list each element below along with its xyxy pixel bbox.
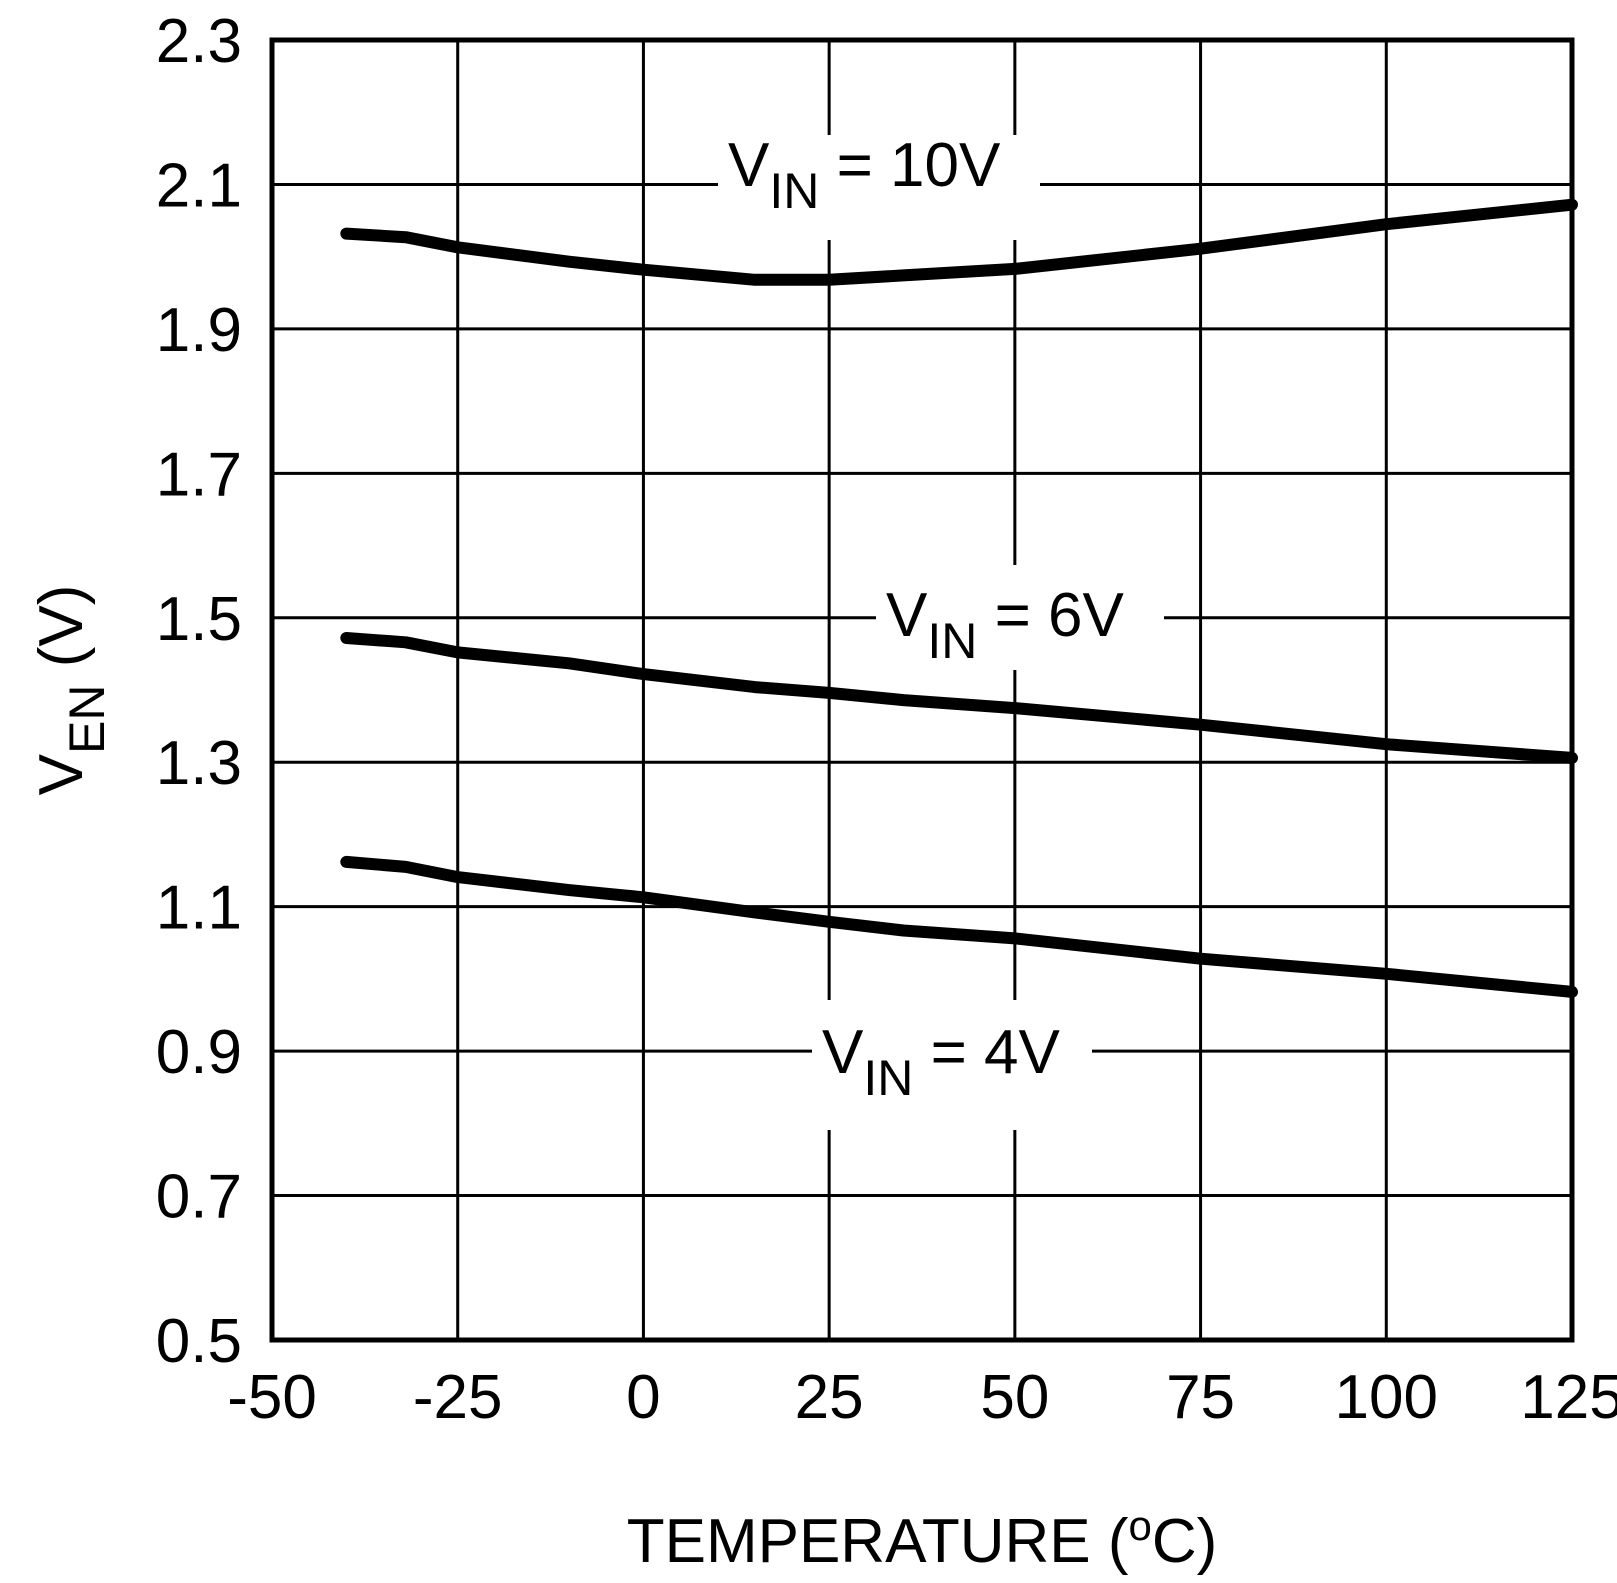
x-tick-label: 50 bbox=[980, 1363, 1049, 1432]
series-label-sub: IN bbox=[769, 163, 819, 219]
y-tick-label: 0.7 bbox=[156, 1163, 242, 1232]
y-tick-label: 0.9 bbox=[156, 1018, 242, 1087]
series-label-vin-10v: VIN = 10V bbox=[718, 131, 1040, 240]
x-tick-label: 75 bbox=[1166, 1363, 1235, 1432]
y-axis-title-unit: (V) bbox=[27, 585, 96, 685]
series-line-0 bbox=[340, 198, 1578, 286]
y-axis-title: VEN (V) bbox=[27, 585, 115, 796]
y-tick-label: 0.5 bbox=[156, 1307, 242, 1376]
y-tick-label: 1.5 bbox=[156, 585, 242, 654]
x-tick-label: -25 bbox=[413, 1363, 503, 1432]
plot-frame bbox=[269, 37, 1575, 1343]
y-tick-labels: 0.5 0.7 0.9 1.1 1.3 1.5 1.7 1.9 2.1 2.3 bbox=[156, 7, 242, 1376]
series-label-sub: IN bbox=[863, 1050, 913, 1106]
svg-text:VIN = 4V: VIN = 4V bbox=[822, 1018, 1060, 1106]
series-line-2 bbox=[340, 855, 1578, 998]
x-tick-label: 0 bbox=[626, 1363, 660, 1432]
y-axis-title-main: V bbox=[27, 753, 96, 795]
x-axis-title-sup: o bbox=[1128, 1502, 1151, 1549]
y-axis-title-sub: EN bbox=[59, 685, 115, 754]
series-line-1 bbox=[340, 632, 1578, 764]
y-tick-label: 2.3 bbox=[156, 7, 242, 76]
x-tick-labels: -50 -25 0 25 50 75 100 125 bbox=[227, 1363, 1617, 1432]
series-label-rest: = 4V bbox=[913, 1018, 1060, 1087]
svg-text:VIN = 6V: VIN = 6V bbox=[886, 581, 1124, 669]
y-tick-label: 1.7 bbox=[156, 440, 242, 509]
y-tick-label: 1.1 bbox=[156, 874, 242, 943]
y-tick-label: 1.9 bbox=[156, 296, 242, 365]
series-label-vin-4v: VIN = 4V bbox=[812, 1000, 1092, 1130]
series-label-main: V bbox=[822, 1018, 864, 1087]
x-tick-label: 125 bbox=[1520, 1363, 1617, 1432]
y-tick-label: 1.3 bbox=[156, 729, 242, 798]
series-label-vin-6v: VIN = 6V bbox=[876, 565, 1164, 670]
series-label-main: V bbox=[728, 131, 770, 200]
series-label-main: V bbox=[886, 581, 928, 650]
series-label-rest: = 10V bbox=[819, 131, 1001, 200]
x-tick-label: 100 bbox=[1335, 1363, 1438, 1432]
x-tick-label: -50 bbox=[227, 1363, 317, 1432]
series-label-sub: IN bbox=[927, 613, 977, 669]
series-label-rest: = 6V bbox=[977, 581, 1124, 650]
y-tick-label: 2.1 bbox=[156, 151, 242, 220]
x-tick-label: 25 bbox=[795, 1363, 864, 1432]
x-axis-title-end: C) bbox=[1152, 1507, 1217, 1576]
svg-text:VIN = 10V: VIN = 10V bbox=[728, 131, 1001, 219]
series-group bbox=[340, 198, 1578, 998]
x-axis-title-main: TEMPERATURE ( bbox=[627, 1507, 1129, 1576]
x-axis-title: TEMPERATURE (oC) bbox=[627, 1502, 1218, 1576]
